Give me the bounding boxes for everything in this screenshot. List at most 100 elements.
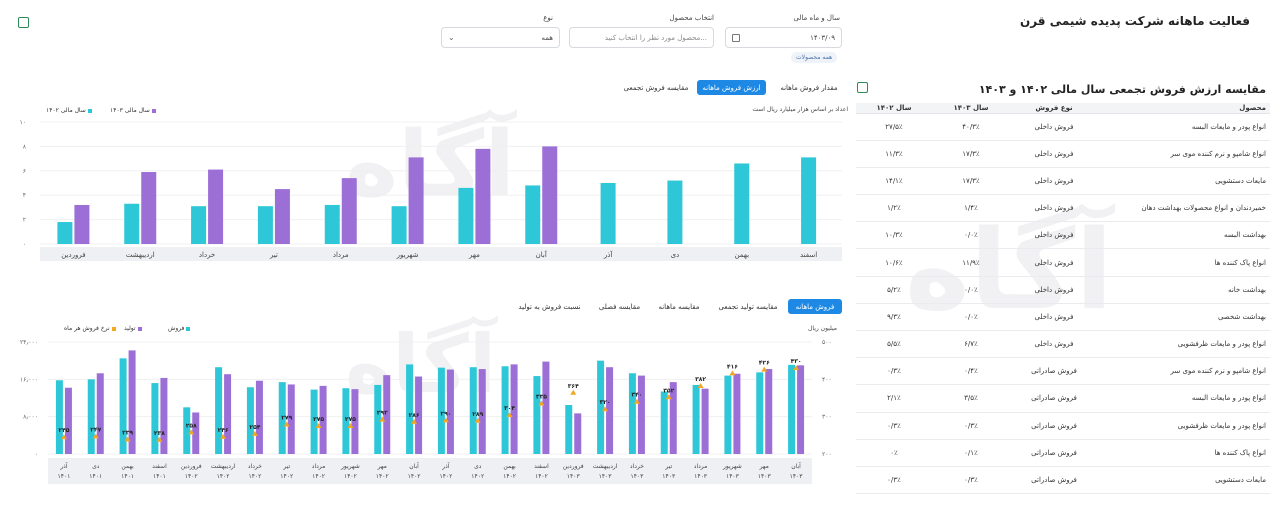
table-row: بهداشت خانه فروش داخلی ۰/۰٪ ۵/۲٪ — [856, 276, 1270, 304]
bar-sales — [183, 407, 191, 454]
x-tick-label: دی — [474, 463, 482, 470]
bar-1402 — [57, 222, 73, 244]
chart2-legend-sales: فروش — [168, 325, 191, 332]
rate-label: ۲۹۲ — [377, 410, 388, 417]
x-tick-label-year: ۱۴۰۲ — [408, 473, 421, 480]
rate-marker — [570, 389, 577, 395]
bar-production — [574, 413, 582, 454]
y-right-tick-label: ۲۰۰ — [822, 451, 832, 458]
y-tick-label: ۸ — [23, 143, 27, 150]
x-tick-label: تیر — [282, 463, 290, 470]
tab-sales-to-production[interactable]: نسبت فروش به تولید — [518, 302, 581, 311]
year-month-label: سال و ماه مالی — [793, 14, 840, 22]
y-tick-label: ۰ — [23, 241, 26, 248]
type-label: نوع — [543, 14, 553, 22]
x-tick-label: آبان — [791, 461, 801, 470]
rate-label: ۴۱۶ — [727, 363, 738, 370]
bar-production — [160, 377, 168, 454]
bar-sales — [724, 375, 732, 454]
bar-production — [606, 367, 614, 454]
type-select[interactable]: ⌄ همه — [441, 27, 560, 48]
x-tick-label: دی — [671, 251, 680, 259]
rate-marker — [251, 430, 258, 436]
bar-sales — [756, 372, 764, 454]
rate-label: ۴۲۶ — [759, 360, 770, 367]
chip-all-products[interactable]: همه محصولات — [791, 52, 838, 63]
bar-sales — [87, 379, 95, 454]
tab-cumulative-sales[interactable]: مقایسه فروش تجمعی — [623, 83, 689, 92]
rate-marker — [188, 429, 195, 435]
year-month-field[interactable]: ۱۴۰۳/۰۹ — [725, 27, 842, 48]
monthly-sales-production-chart: ۰ ۸٫۰۰۰ ۱۶٫۰۰۰ ۲۴٫۰۰۰ ۲۰۰ ۳۰۰ ۴۰۰ ۵۰۰ ۲۴۵ آذر ۱۴۰۱… — [20, 339, 832, 484]
table-row: انواع پودر و مایعات ظرفشویی فروش داخلی ۶/۷… — [856, 330, 1270, 359]
bar-production — [192, 412, 200, 454]
x-tick-label-year: ۱۴۰۲ — [471, 473, 484, 480]
rate-marker — [124, 436, 131, 442]
rate-marker — [793, 365, 800, 371]
x-tick-label: مرداد — [333, 251, 349, 259]
chart1-legend-1403: سال مالی ۱۴۰۳ — [110, 107, 156, 114]
bar-1402 — [600, 183, 616, 244]
x-tick-label-year: ۱۴۰۱ — [57, 473, 70, 480]
tab-monthly-sales-qty[interactable]: مقدار فروش ماهانه — [780, 83, 838, 92]
bar-production — [765, 369, 773, 454]
monthly-sales-value-chart: ۰ ۲ ۴ ۶ ۸ ۱۰ اسفند بهمن دی آذر آبان مهر شهریور مرداد ت… — [20, 119, 842, 261]
bar-sales — [533, 376, 541, 454]
bar-1402 — [324, 204, 340, 244]
x-tick-label-year: ۱۴۰۲ — [376, 473, 389, 480]
tab-seasonal-compare[interactable]: مقایسه فصلی — [598, 302, 641, 311]
x-tick-label: اردیبهشت — [211, 463, 236, 470]
x-tick-label: شهریور — [722, 463, 742, 470]
rate-marker — [92, 433, 99, 439]
chart1-note: اعداد بر اساس هزار میلیارد ریال است — [752, 106, 848, 113]
x-tick-label-year: ۱۴۰۲ — [535, 473, 548, 480]
rate-label: ۲۷۹ — [281, 415, 292, 422]
x-tick-label: تیر — [269, 251, 278, 259]
header-sales-type: نوع فروش — [1010, 103, 1098, 114]
x-tick-label-year: ۱۴۰۱ — [89, 473, 102, 480]
rate-label: ۲۴۶ — [218, 427, 229, 434]
bar-1402 — [191, 206, 207, 244]
bar-1403 — [341, 178, 357, 244]
x-tick-label: اسفند — [534, 463, 549, 470]
table-row: انواع پودر و مایعات البسه فروش داخلی ۴۰/۳٪… — [856, 113, 1270, 141]
rate-marker — [538, 400, 545, 406]
x-tick-label: مرداد — [312, 463, 326, 470]
product-select[interactable]: محصول مورد نظر را انتخاب کنید... — [569, 27, 714, 48]
rate-marker — [633, 398, 640, 404]
table-row: خمیردندان و انواع محصولات بهداشت دهان فرو… — [856, 194, 1270, 223]
tab-monthly-sales-value[interactable]: ارزش فروش ماهانه — [697, 80, 766, 95]
bar-1403 — [74, 204, 90, 244]
bar-1403 — [408, 157, 424, 244]
y-tick-label: ۴ — [23, 192, 26, 199]
page-title: فعالیت ماهانه شرکت پدیده شیمی قرن — [1019, 14, 1250, 28]
tab-monthly-sales[interactable]: فروش ماهانه — [788, 299, 842, 314]
rate-marker — [697, 383, 704, 389]
rate-label: ۲۷۵ — [345, 416, 356, 423]
rate-label: ۲۴۵ — [58, 427, 69, 434]
chevron-down-icon: ⌄ — [448, 33, 455, 42]
rate-marker — [283, 421, 290, 427]
bar-production — [733, 373, 741, 454]
tab-monthly-compare[interactable]: مقایسه ماهانه — [658, 302, 700, 311]
bar-sales — [151, 383, 159, 454]
tab-cumulative-production[interactable]: مقایسه تولید تجمعی — [718, 302, 778, 311]
rate-marker — [379, 416, 386, 422]
bar-sales — [437, 367, 445, 454]
rate-label: ۲۸۹ — [472, 411, 483, 418]
type-value: همه — [541, 33, 554, 42]
chart1-excel-icon[interactable] — [857, 82, 868, 93]
x-tick-label: آذر — [441, 461, 450, 470]
excel-export-icon[interactable] — [18, 17, 29, 28]
x-tick-label-year: ۱۴۰۳ — [790, 473, 804, 480]
bar-1402 — [257, 206, 273, 244]
y-tick-label: ۲ — [23, 217, 26, 224]
rate-label: ۲۵۴ — [249, 424, 260, 431]
bar-1402 — [801, 157, 817, 244]
rate-label: ۲۸۶ — [409, 412, 420, 419]
header-1403: سال ۱۴۰۳ — [932, 103, 1010, 114]
x-tick-label-year: ۱۴۰۲ — [217, 473, 230, 480]
rate-label: ۳۴۰ — [631, 392, 642, 399]
x-tick-label: دی — [92, 463, 100, 470]
x-tick-label-year: ۱۴۰۲ — [312, 473, 325, 480]
